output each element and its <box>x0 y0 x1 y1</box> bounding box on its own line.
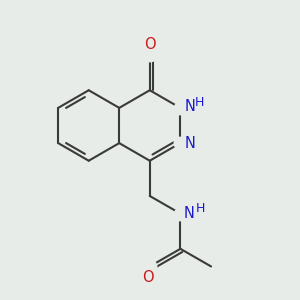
Text: N: N <box>184 99 195 114</box>
Text: H: H <box>196 202 205 215</box>
Text: N: N <box>184 136 195 151</box>
Text: O: O <box>142 269 154 284</box>
Text: N: N <box>184 206 195 221</box>
Text: H: H <box>194 96 204 109</box>
Text: O: O <box>144 37 156 52</box>
